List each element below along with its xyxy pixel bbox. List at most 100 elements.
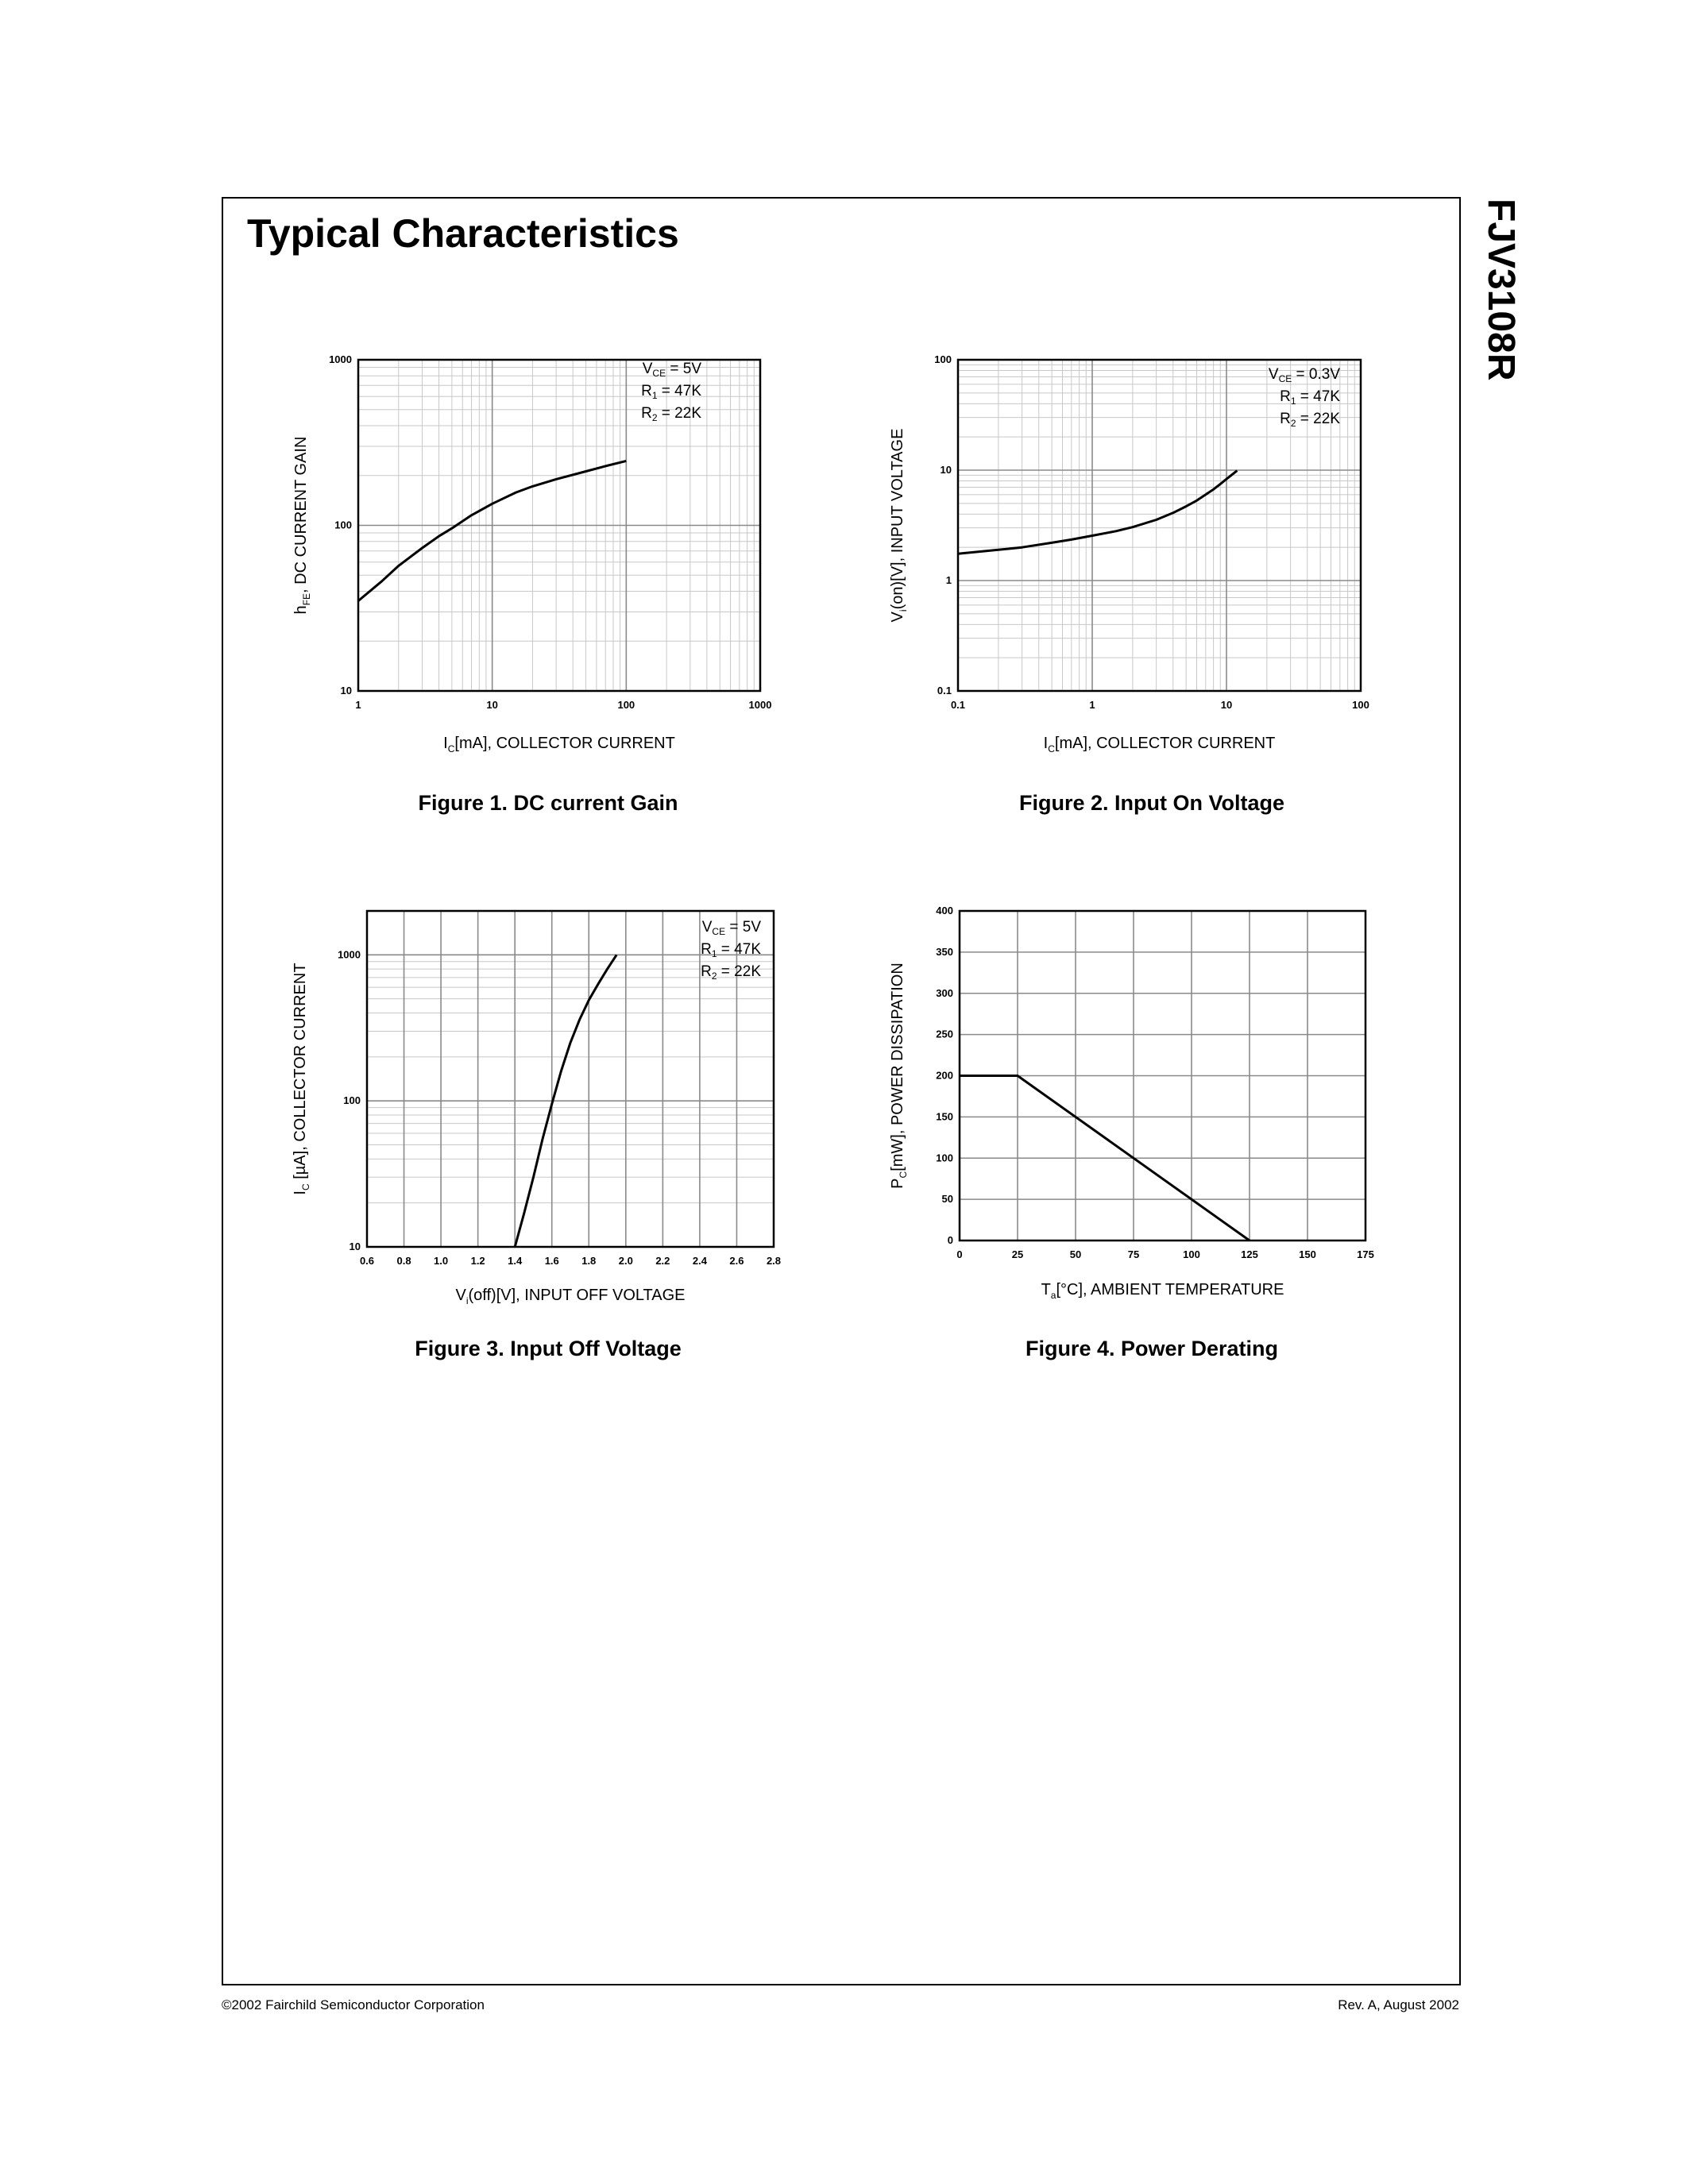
- plot-frame: [956, 358, 1362, 693]
- x-axis-label-main: I: [1044, 735, 1049, 752]
- x-tick-label: 10: [1221, 699, 1232, 711]
- condition-annotation: VCE = 0.3V: [1269, 366, 1340, 384]
- x-tick-label: 125: [1241, 1248, 1258, 1260]
- y-tick-label: 250: [936, 1028, 953, 1040]
- condition-annotation: R1 = 47K: [701, 941, 761, 959]
- x-tick-label: 25: [1012, 1248, 1023, 1260]
- y-tick-label: 0.1: [937, 685, 952, 696]
- footer-revision: Rev. A, August 2002: [1338, 1997, 1459, 2012]
- plot-frame: [357, 358, 762, 693]
- x-tick-label: 1.2: [471, 1255, 485, 1267]
- footer-copyright: ©2002 Fairchild Semiconductor Corporatio…: [222, 1997, 485, 2012]
- x-tick-label: 0.1: [951, 699, 965, 711]
- y-tick-label: 400: [936, 905, 953, 916]
- y-axis-label: Vi(on)[V], INPUT VOLTAGE: [889, 429, 909, 623]
- x-axis-label: IC[mA], COLLECTOR CURRENT: [443, 735, 675, 754]
- y-tick-label: 1: [946, 574, 952, 586]
- x-tick-label: 1: [1089, 699, 1095, 711]
- x-axis-label-sub: C: [1048, 743, 1055, 754]
- condition-annotation: VCE = 5V: [702, 919, 762, 937]
- series-line: [513, 954, 618, 1248]
- x-tick-label: 75: [1128, 1248, 1139, 1260]
- condition-annotation: R1 = 47K: [641, 383, 701, 401]
- x-axis-label-rest: [mA], COLLECTOR CURRENT: [1055, 735, 1275, 752]
- y-axis-label-sub: C: [898, 1171, 909, 1178]
- page-title: Typical Characteristics: [247, 211, 679, 256]
- x-tick-label: 0.8: [397, 1255, 411, 1267]
- y-tick-label: 100: [334, 519, 352, 531]
- figure-4-caption: Figure 4. Power Derating: [1025, 1337, 1279, 1360]
- y-axis-label-main: h: [292, 605, 310, 614]
- y-axis-label-rest: [µA], COLLECTOR CURRENT: [292, 963, 309, 1183]
- x-axis-label-main: T: [1041, 1281, 1051, 1298]
- x-axis-label: Vi(off)[V], INPUT OFF VOLTAGE: [455, 1287, 685, 1306]
- x-tick-label: 1.0: [434, 1255, 448, 1267]
- y-tick-label: 100: [934, 353, 952, 365]
- x-tick-label: 2.8: [767, 1255, 781, 1267]
- condition-annotation: R1 = 47K: [1280, 388, 1340, 407]
- y-tick-label: 10: [350, 1241, 361, 1252]
- x-tick-label: 100: [617, 699, 635, 711]
- y-axis-label: hFE, DC CURRENT GAIN: [292, 437, 312, 615]
- x-tick-label: 1.4: [508, 1255, 523, 1267]
- x-tick-label: 0: [956, 1248, 962, 1260]
- condition-annotation: VCE = 5V: [643, 361, 702, 379]
- y-axis-label-sub: i: [898, 609, 909, 612]
- x-axis-label-rest: (off)[V], INPUT OFF VOLTAGE: [469, 1287, 686, 1304]
- y-tick-label: 150: [936, 1110, 953, 1122]
- y-tick-label: 1000: [329, 353, 352, 365]
- x-tick-label: 2.2: [655, 1255, 670, 1267]
- series-line: [957, 469, 1238, 555]
- x-axis-label: Ta[°C], AMBIENT TEMPERATURE: [1041, 1281, 1284, 1301]
- x-axis-label-rest: [°C], AMBIENT TEMPERATURE: [1056, 1281, 1284, 1298]
- x-axis-label-sub: a: [1051, 1290, 1056, 1301]
- y-tick-label: 10: [941, 464, 952, 476]
- x-tick-label: 0.6: [360, 1255, 374, 1267]
- x-tick-label: 100: [1352, 699, 1369, 711]
- x-axis-label-main: V: [455, 1287, 466, 1304]
- condition-annotation: R2 = 22K: [701, 963, 761, 982]
- x-tick-label: 1: [355, 699, 361, 711]
- y-tick-label: 100: [936, 1152, 953, 1163]
- y-axis-label-sub: FE: [301, 593, 312, 605]
- condition-annotation: R2 = 22K: [641, 405, 701, 423]
- x-axis-label-main: I: [443, 735, 448, 752]
- y-axis-label-rest: , DC CURRENT GAIN: [292, 437, 310, 593]
- x-tick-label: 175: [1357, 1248, 1374, 1260]
- y-tick-label: 0: [948, 1234, 953, 1246]
- x-tick-label: 2.4: [693, 1255, 708, 1267]
- y-axis-label-main: P: [889, 1178, 906, 1188]
- x-tick-label: 2.0: [619, 1255, 633, 1267]
- x-tick-label: 100: [1183, 1248, 1200, 1260]
- y-tick-label: 200: [936, 1070, 953, 1082]
- x-tick-label: 150: [1299, 1248, 1316, 1260]
- x-tick-label: 10: [486, 699, 497, 711]
- y-tick-label: 50: [942, 1193, 953, 1205]
- x-tick-label: 1.8: [581, 1255, 596, 1267]
- y-tick-label: 350: [936, 946, 953, 958]
- y-tick-label: 1000: [338, 948, 361, 960]
- y-tick-label: 10: [341, 685, 352, 696]
- y-axis-label-main: V: [889, 611, 906, 622]
- figure-1-caption: Figure 1. DC current Gain: [418, 791, 678, 815]
- figure-3-caption: Figure 3. Input Off Voltage: [415, 1337, 682, 1360]
- y-axis-label-rest: (on)[V], INPUT VOLTAGE: [889, 429, 906, 610]
- page-frame: [222, 197, 1461, 1985]
- x-axis-label-sub: C: [448, 743, 455, 754]
- x-axis-label: IC[mA], COLLECTOR CURRENT: [1044, 735, 1276, 754]
- y-axis-label-rest: [mW], POWER DISSIPATION: [889, 963, 906, 1171]
- y-axis-label: PC[mW], POWER DISSIPATION: [889, 963, 909, 1189]
- x-tick-label: 1000: [749, 699, 772, 711]
- plot-frame: [365, 909, 775, 1248]
- x-axis-label-rest: [mA], COLLECTOR CURRENT: [454, 735, 674, 752]
- y-axis-label-sub: C: [300, 1183, 311, 1190]
- y-tick-label: 100: [343, 1094, 361, 1106]
- series-line: [357, 459, 627, 602]
- condition-annotation: R2 = 22K: [1280, 411, 1340, 429]
- figure-2-caption: Figure 2. Input On Voltage: [1018, 791, 1284, 815]
- x-tick-label: 1.6: [545, 1255, 559, 1267]
